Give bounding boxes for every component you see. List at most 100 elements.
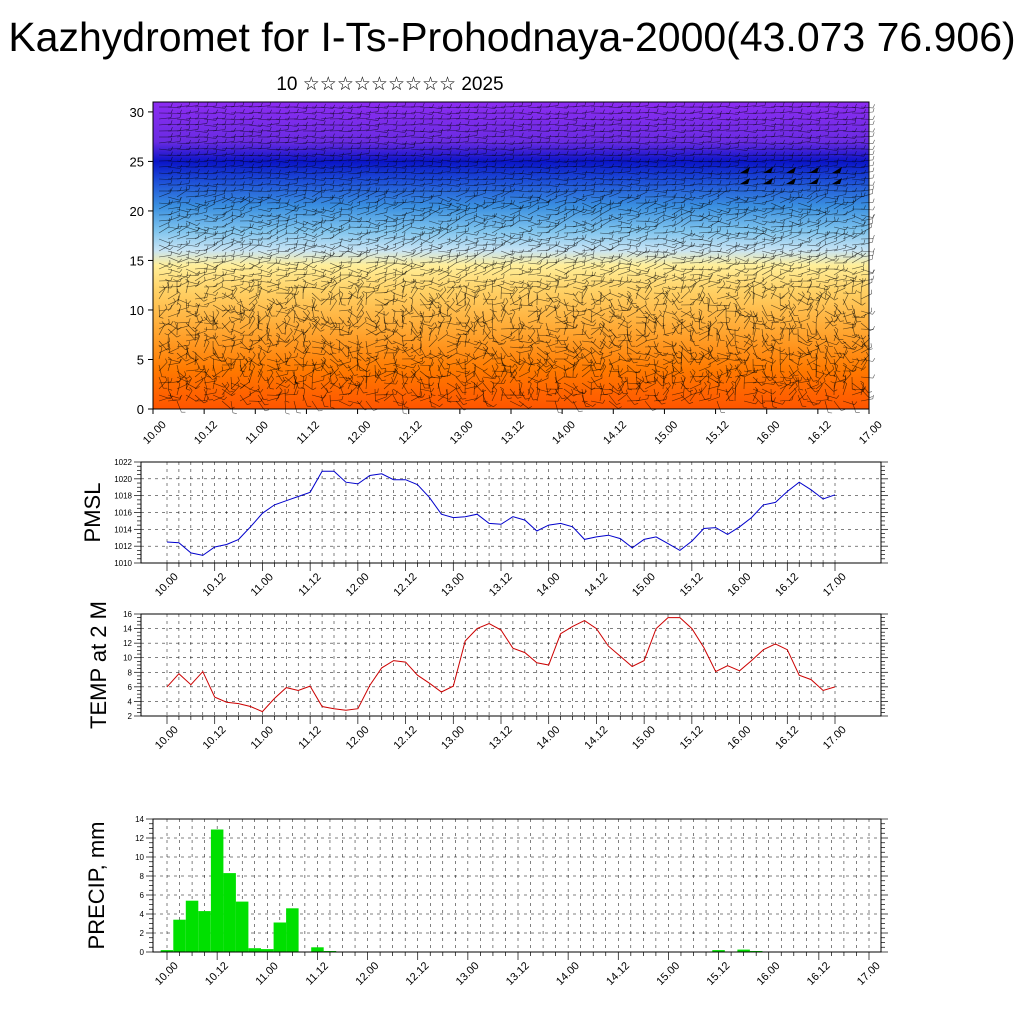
wind-barb	[158, 221, 171, 228]
wind-barb-flag	[269, 173, 272, 178]
wind-barb-flag	[296, 115, 299, 120]
wind-barb	[221, 208, 233, 216]
wind-barb-flag	[168, 388, 173, 391]
wind-barb	[347, 280, 360, 287]
wind-barb-flag	[265, 329, 268, 334]
wind-barb	[347, 293, 353, 306]
wind-barb-flag	[210, 320, 215, 322]
wind-barb	[284, 159, 298, 162]
wind-barb	[338, 261, 351, 264]
wind-barb-flag	[300, 320, 305, 322]
wind-barb-flag	[278, 109, 281, 114]
wind-barb-flag	[196, 332, 200, 337]
wind-barb	[311, 379, 324, 384]
wind-barb	[176, 374, 187, 384]
wind-barb	[266, 317, 271, 330]
wind-barb-flag	[188, 170, 191, 175]
wind-barb	[239, 322, 251, 330]
wind-barb	[257, 250, 270, 256]
wind-barb	[158, 262, 171, 268]
wind-barb	[221, 165, 234, 168]
wind-barb-flag	[260, 226, 264, 231]
wind-barb-flag	[314, 238, 318, 242]
wind-barb	[293, 292, 297, 305]
wind-barb	[248, 160, 261, 163]
wind-barb-flag	[311, 258, 314, 263]
wind-barb	[329, 245, 341, 252]
wind-barb	[203, 277, 216, 282]
wind-barb-flag	[170, 113, 173, 118]
wind-barb-flag	[321, 217, 323, 222]
wind-barb-flag	[320, 186, 323, 191]
wind-barb-flag	[266, 314, 271, 318]
wind-barb-flag	[258, 284, 262, 288]
wind-barb-flag	[296, 167, 299, 172]
wind-barb-flag	[279, 303, 283, 308]
wind-barb	[158, 286, 171, 289]
wind-barb-flag	[251, 346, 255, 351]
wind-barb	[320, 310, 326, 323]
wind-barb-flag	[275, 258, 278, 263]
wind-barb-flag	[334, 279, 337, 284]
wind-barb	[347, 166, 361, 169]
wind-barb	[329, 282, 337, 294]
wind-barb	[266, 214, 279, 218]
wind-barb-flag	[251, 131, 254, 136]
wind-barb	[176, 400, 182, 413]
wind-barb-flag	[251, 223, 254, 228]
wind-barb	[302, 325, 312, 336]
wind-barb	[347, 232, 360, 236]
wind-barb	[194, 280, 206, 288]
wind-barb-flag	[213, 352, 218, 355]
wind-barb-flag	[260, 241, 263, 246]
wind-barb	[221, 160, 235, 162]
wind-barb	[284, 289, 294, 300]
wind-barb-flag	[332, 214, 336, 218]
wind-barb-flag	[348, 290, 353, 294]
wind-barb-flag	[240, 313, 242, 318]
wind-barb-flag	[188, 162, 191, 167]
wind-barb	[212, 136, 226, 138]
wind-barb	[212, 148, 225, 151]
wind-barb	[158, 203, 170, 210]
wind-barb	[230, 196, 243, 200]
wind-barb-flag	[305, 345, 309, 349]
wind-barb-flag	[164, 333, 169, 336]
wind-barb	[185, 124, 199, 126]
wind-barb-flag	[299, 285, 304, 288]
wind-barb	[203, 142, 217, 145]
wind-barb-flag	[266, 326, 270, 330]
wind-barb-flag	[296, 207, 300, 212]
wind-barb-flag	[287, 185, 290, 190]
wind-barb	[275, 390, 283, 402]
wind-barb	[221, 136, 235, 138]
wind-barb	[212, 396, 225, 402]
wind-barb	[284, 369, 298, 372]
wind-barb-flag	[188, 198, 191, 203]
wind-barb-flag	[320, 192, 323, 197]
wind-barb	[248, 256, 261, 260]
wind-barb	[338, 189, 351, 192]
wind-barb	[275, 223, 288, 228]
wind-barb	[194, 292, 204, 302]
wind-barb-flag	[258, 344, 262, 348]
wind-barb	[347, 142, 361, 145]
wind-barb	[347, 377, 354, 390]
wind-barb-flag	[296, 187, 299, 192]
wind-barb-flag	[312, 387, 317, 391]
wind-barb	[311, 111, 325, 114]
wind-barb	[302, 281, 307, 294]
wind-barb-flag	[206, 119, 209, 124]
wind-barb	[347, 112, 360, 115]
wind-barb	[320, 214, 333, 219]
wind-barb	[221, 320, 231, 330]
wind-barb-flag	[293, 374, 297, 378]
wind-barb	[320, 244, 333, 250]
wind-barb-flag	[233, 102, 236, 107]
wind-barb	[266, 118, 280, 120]
wind-barb	[329, 232, 341, 240]
wind-barb-flag	[169, 240, 174, 244]
wind-barb-flag	[165, 279, 170, 282]
wind-barb-flag	[260, 138, 263, 143]
wind-barb-flag	[328, 292, 331, 298]
